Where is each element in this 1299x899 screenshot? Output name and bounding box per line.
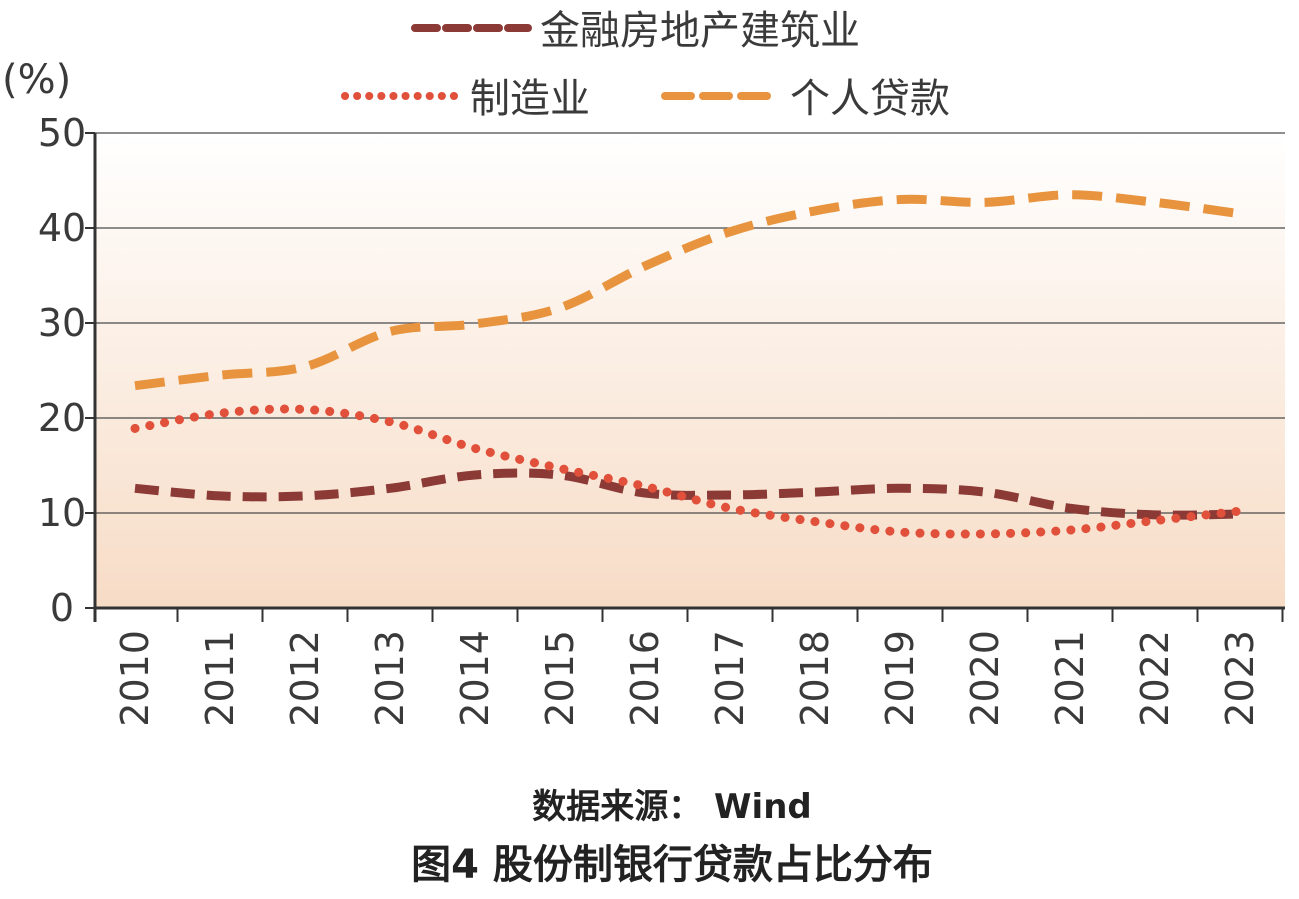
- y-tick-label-10: 10: [38, 491, 86, 535]
- series-line-finance-realestate: [134, 468, 1241, 520]
- x-tick-label-2015: 2015: [538, 630, 582, 727]
- x-tick-label-2022: 2022: [1133, 630, 1177, 727]
- x-tick-label-2012: 2012: [283, 630, 327, 727]
- x-tick-label-2013: 2013: [368, 630, 412, 727]
- axes: [85, 132, 1285, 622]
- x-tick-label-2017: 2017: [708, 630, 752, 727]
- legend-label-personal-loans: 个人贷款: [790, 76, 950, 122]
- x-tick-label-2014: 2014: [453, 630, 497, 727]
- y-tick-label-50: 50: [38, 111, 86, 155]
- x-tick-label-2020: 2020: [963, 630, 1007, 727]
- x-tick-label-2018: 2018: [793, 630, 837, 727]
- y-tick-label-20: 20: [38, 396, 86, 440]
- x-tick-label-2011: 2011: [198, 630, 242, 727]
- series-line-manufacturing: [130, 404, 1245, 539]
- figure-caption: 图4 股份制银行贷款占比分布: [411, 842, 933, 888]
- x-tick-label-2023: 2023: [1218, 630, 1262, 727]
- x-tick-label-2010: 2010: [113, 630, 157, 727]
- y-tick-label-30: 30: [38, 301, 86, 345]
- x-tick-label-2021: 2021: [1048, 630, 1092, 727]
- series-lines: [130, 190, 1245, 539]
- x-tick-label-2016: 2016: [623, 630, 667, 727]
- legend-label-finance-realestate: 金融房地产建筑业: [540, 8, 860, 54]
- y-axis-unit-label: (%): [2, 57, 71, 103]
- y-tick-label-0: 0: [50, 586, 74, 630]
- y-tick-label-40: 40: [38, 206, 86, 250]
- x-tick-label-2019: 2019: [878, 630, 922, 727]
- series-line-personal-loans: [134, 190, 1241, 391]
- tick-labels: 0 10 20 30 40 50 2010 2011 2012 2013 2014 2015 2016 2…: [38, 111, 1262, 727]
- legend-label-manufacturing: 制造业: [470, 76, 590, 122]
- source-note: 数据来源： Wind: [532, 787, 812, 827]
- legend: 金融房地产建筑业 制造业 个人贷款: [341, 8, 950, 122]
